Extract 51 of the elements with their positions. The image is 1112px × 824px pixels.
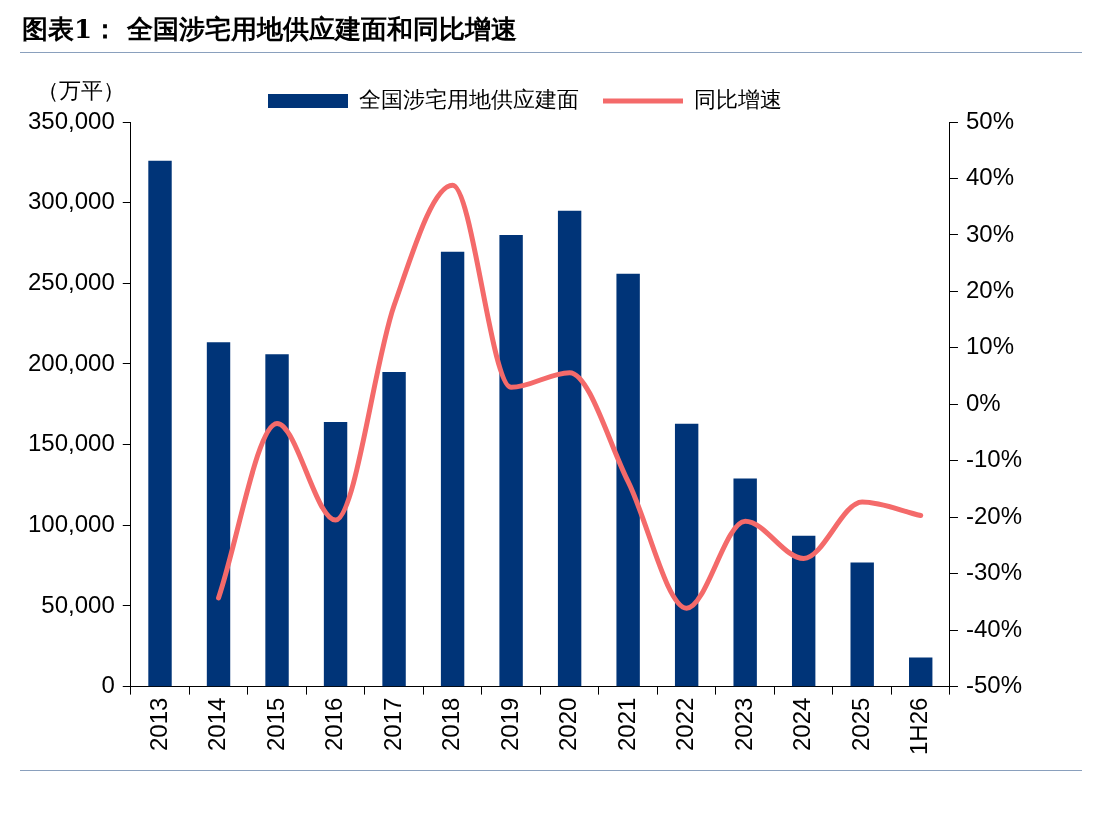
y-tick-label: 50,000 [41, 590, 115, 618]
x-tick-label: 1H26 [905, 697, 933, 755]
y-axis-title: （万平） [36, 77, 125, 103]
bar [733, 478, 757, 687]
bar [499, 234, 523, 687]
y2-tick-label: 40% [965, 163, 1015, 191]
x-tick-label: 2019 [495, 697, 523, 752]
x-tick-label: 2017 [378, 697, 406, 752]
bar [265, 354, 289, 687]
y-tick-label: 150,000 [27, 429, 115, 457]
x-tick-label: 2014 [203, 697, 231, 752]
y2-tick-label: -50% [965, 671, 1022, 699]
y2-tick-label: 30% [965, 219, 1015, 247]
bar [148, 160, 172, 687]
y-tick-label: 350,000 [27, 106, 115, 134]
x-tick-label: 2022 [671, 697, 699, 752]
y2-tick-label: -30% [965, 558, 1022, 586]
x-tick-label: 2016 [320, 697, 348, 752]
y2-tick-label: 50% [965, 106, 1015, 134]
x-tick-label: 2020 [554, 697, 582, 752]
bar [323, 422, 348, 687]
y2-tick-label: -20% [965, 501, 1022, 529]
bar [791, 535, 816, 687]
x-tick-label: 2018 [437, 697, 465, 752]
y-tick-label: 300,000 [27, 187, 115, 215]
x-tick-label: 2013 [144, 697, 172, 752]
bar [616, 273, 640, 687]
x-tick-label: 2023 [729, 697, 757, 752]
y2-tick-label: 10% [965, 332, 1015, 360]
legend-label: 同比增速 [694, 86, 782, 112]
y-tick-label: 0 [101, 671, 115, 699]
chart-title: 图表1： 全国涉宅用地供应建面和同比增速 [22, 13, 518, 46]
legend-label: 全国涉宅用地供应建面 [359, 86, 579, 112]
x-tick-label: 2024 [788, 697, 816, 752]
bar [382, 372, 406, 687]
bar [850, 562, 874, 687]
y2-tick-label: -40% [965, 614, 1022, 642]
y2-tick-label: 20% [965, 276, 1015, 304]
x-tick-label: 2015 [261, 697, 289, 752]
y-tick-label: 200,000 [27, 348, 115, 376]
x-tick-label: 2025 [846, 697, 874, 752]
y-tick-label: 250,000 [27, 267, 115, 295]
y-tick-label: 100,000 [27, 509, 115, 537]
bar [440, 251, 465, 687]
bar [909, 657, 933, 687]
y2-tick-label: -10% [965, 445, 1022, 473]
bar [206, 342, 231, 687]
bar [557, 210, 582, 687]
y2-tick-label: 0% [965, 388, 1001, 416]
bar [674, 423, 699, 687]
x-tick-label: 2021 [612, 697, 640, 752]
